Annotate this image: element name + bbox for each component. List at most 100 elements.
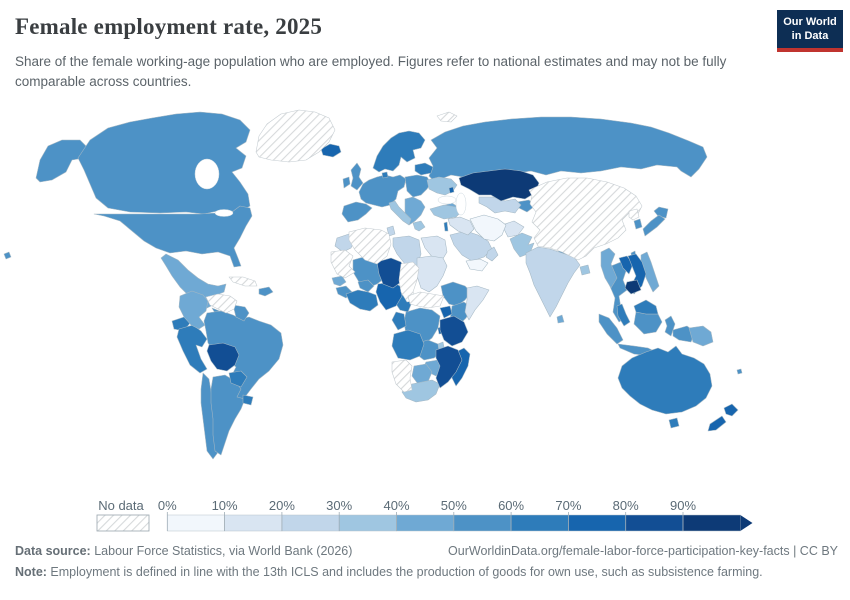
note-line: Note: Employment is defined in line with… bbox=[15, 565, 838, 579]
data-source-text: Labour Force Statistics, via World Bank … bbox=[90, 544, 353, 558]
country-yemen[interactable] bbox=[465, 258, 489, 272]
data-source-label: Data source: bbox=[15, 544, 91, 558]
chart-footer: Data source: Labour Force Statistics, vi… bbox=[15, 544, 838, 579]
country-iran[interactable] bbox=[469, 214, 507, 242]
legend-tick-7: 70% bbox=[555, 498, 581, 513]
country-japan-south[interactable] bbox=[642, 214, 666, 237]
region-gulf-of-guinea-coast[interactable] bbox=[345, 289, 379, 312]
country-myanmar[interactable] bbox=[600, 247, 618, 289]
country-canada[interactable] bbox=[77, 111, 251, 215]
country-peru[interactable] bbox=[176, 324, 208, 374]
country-pakistan[interactable] bbox=[509, 232, 535, 258]
region-guyanas[interactable] bbox=[232, 304, 250, 322]
island-hispaniola[interactable] bbox=[258, 286, 274, 297]
country-italy[interactable] bbox=[388, 200, 412, 226]
legend-bin-9[interactable] bbox=[682, 514, 741, 532]
legend-tick-4: 40% bbox=[383, 498, 409, 513]
seas-group bbox=[194, 158, 467, 217]
legend-bin-3[interactable] bbox=[338, 514, 397, 532]
country-south-korea[interactable] bbox=[633, 218, 643, 230]
country-sudan[interactable] bbox=[416, 255, 448, 293]
region-car-south-sudan[interactable] bbox=[407, 291, 445, 309]
island-borneo-indonesia[interactable] bbox=[633, 311, 663, 335]
region-china-mongolia[interactable] bbox=[528, 177, 643, 261]
country-uganda[interactable] bbox=[439, 305, 453, 319]
black-sea bbox=[437, 195, 457, 205]
region-belarus-baltics[interactable] bbox=[414, 162, 434, 176]
country-new-zealand-south[interactable] bbox=[707, 415, 727, 432]
country-denmark[interactable] bbox=[381, 171, 389, 179]
country-mozambique[interactable] bbox=[435, 345, 463, 389]
legend-bin-8[interactable] bbox=[625, 514, 684, 532]
legend-bin-6[interactable] bbox=[510, 514, 569, 532]
country-russia[interactable] bbox=[428, 116, 708, 181]
region-eastern-europe[interactable] bbox=[404, 174, 432, 198]
country-australia[interactable] bbox=[617, 345, 713, 415]
country-venezuela[interactable] bbox=[205, 293, 238, 314]
country-bangladesh[interactable] bbox=[579, 264, 591, 276]
island-sulawesi[interactable] bbox=[664, 315, 676, 337]
country-uruguay[interactable] bbox=[242, 394, 254, 406]
island-hawaii[interactable] bbox=[3, 251, 12, 260]
country-tunisia[interactable] bbox=[386, 225, 396, 237]
country-usa[interactable] bbox=[93, 205, 253, 268]
legend-bin-1[interactable] bbox=[224, 514, 283, 532]
country-greece[interactable] bbox=[412, 220, 426, 232]
legend-bin-0[interactable] bbox=[167, 514, 225, 532]
island-borneo-malaysia[interactable] bbox=[633, 299, 659, 315]
country-oman[interactable] bbox=[485, 246, 499, 262]
region-gabon-congo[interactable] bbox=[391, 311, 407, 331]
no-data-label: No data bbox=[98, 498, 144, 513]
country-ethiopia[interactable] bbox=[440, 281, 472, 307]
legend-tick-6: 60% bbox=[498, 498, 524, 513]
country-laos[interactable] bbox=[618, 255, 634, 275]
country-iceland[interactable] bbox=[320, 143, 342, 158]
hudson-bay bbox=[194, 158, 220, 190]
country-burkina-faso[interactable] bbox=[357, 279, 375, 293]
legend-bin-4[interactable] bbox=[396, 514, 455, 532]
region-western-europe[interactable] bbox=[358, 174, 407, 208]
country-cambodia[interactable] bbox=[624, 279, 642, 295]
region-scandinavia[interactable] bbox=[372, 130, 426, 173]
country-greenland[interactable] bbox=[255, 109, 336, 163]
country-india[interactable] bbox=[525, 246, 581, 318]
country-png[interactable] bbox=[688, 325, 714, 347]
note-label: Note: bbox=[15, 565, 47, 579]
country-cuba[interactable] bbox=[228, 276, 258, 287]
legend-arrow bbox=[740, 515, 753, 531]
legend-bin-2[interactable] bbox=[281, 514, 340, 532]
country-uk[interactable] bbox=[350, 162, 364, 191]
country-somalia[interactable] bbox=[464, 285, 490, 321]
country-paraguay[interactable] bbox=[228, 370, 248, 388]
legend-tick-9: 90% bbox=[670, 498, 696, 513]
legend-tick-8: 80% bbox=[613, 498, 639, 513]
country-afghanistan[interactable] bbox=[501, 220, 525, 238]
island-tasmania[interactable] bbox=[668, 417, 680, 429]
region-malay-peninsula[interactable] bbox=[616, 303, 631, 327]
island-sumatra[interactable] bbox=[598, 313, 624, 345]
country-north-korea[interactable] bbox=[628, 208, 640, 221]
country-kazakhstan[interactable] bbox=[458, 168, 540, 202]
legend-bin-7[interactable] bbox=[568, 514, 626, 532]
country-colombia[interactable] bbox=[178, 290, 209, 330]
country-israel[interactable] bbox=[443, 221, 449, 232]
country-ireland[interactable] bbox=[342, 176, 351, 189]
region-syria-iraq[interactable] bbox=[447, 216, 475, 236]
island-svalbard[interactable] bbox=[436, 111, 458, 123]
country-namibia[interactable] bbox=[391, 359, 413, 393]
country-algeria[interactable] bbox=[348, 227, 392, 265]
legend-bin-5[interactable] bbox=[453, 514, 512, 532]
country-tanzania[interactable] bbox=[439, 315, 469, 347]
region-iberia[interactable] bbox=[341, 201, 373, 223]
region-mauritania-wsahara[interactable] bbox=[330, 249, 356, 279]
country-sri-lanka[interactable] bbox=[556, 314, 565, 324]
country-egypt[interactable] bbox=[420, 235, 448, 263]
country-new-zealand-north[interactable] bbox=[723, 403, 739, 417]
country-angola[interactable] bbox=[391, 329, 425, 361]
country-moldova[interactable] bbox=[448, 186, 455, 194]
island-fiji[interactable] bbox=[736, 368, 743, 375]
country-bolivia[interactable] bbox=[206, 342, 240, 372]
no-data-swatch[interactable] bbox=[96, 514, 150, 532]
country-senegal[interactable] bbox=[331, 275, 347, 287]
